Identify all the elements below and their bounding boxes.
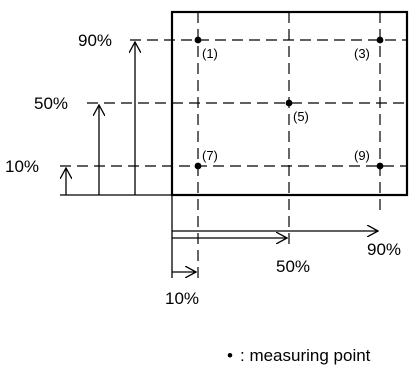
point-label-1: (1) xyxy=(202,46,218,61)
measuring-point-9 xyxy=(376,162,384,170)
point-label-7: (7) xyxy=(202,148,218,163)
point-label-9: (9) xyxy=(354,148,370,163)
legend-symbol: • xyxy=(227,346,233,365)
legend: • : measuring point xyxy=(227,346,371,365)
x-label-90: 90% xyxy=(367,240,401,259)
point-label-3: (3) xyxy=(354,46,370,61)
dashed-grid xyxy=(60,12,407,278)
measuring-point-1 xyxy=(194,36,202,44)
baselines xyxy=(60,194,173,278)
x-label-50: 50% xyxy=(276,257,310,276)
y-label-90: 90% xyxy=(78,31,112,50)
measuring-point-7 xyxy=(194,162,202,170)
legend-text: : measuring point xyxy=(240,346,371,365)
measuring-points xyxy=(194,36,384,170)
point-label-5: (5) xyxy=(293,109,309,124)
measuring-point-5 xyxy=(285,99,293,107)
horizontal-dimension-arrows xyxy=(172,231,378,272)
measuring-point-3 xyxy=(376,36,384,44)
y-label-50: 50% xyxy=(34,94,68,113)
y-label-10: 10% xyxy=(5,157,39,176)
x-label-10: 10% xyxy=(165,289,199,308)
vertical-dimension-arrows xyxy=(66,42,135,195)
